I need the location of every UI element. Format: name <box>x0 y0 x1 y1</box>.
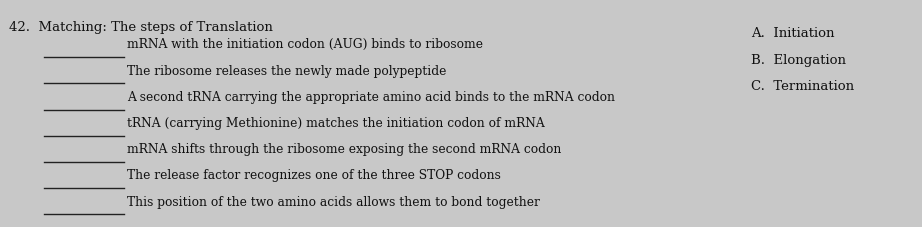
Text: mRNA with the initiation codon (AUG) binds to ribosome: mRNA with the initiation codon (AUG) bin… <box>127 38 483 51</box>
Text: The release factor recognizes one of the three STOP codons: The release factor recognizes one of the… <box>127 169 502 182</box>
Text: C.  Termination: C. Termination <box>751 79 855 92</box>
Text: B.  Elongation: B. Elongation <box>751 53 846 66</box>
Text: A.  Initiation: A. Initiation <box>751 27 835 40</box>
Text: mRNA shifts through the ribosome exposing the second mRNA codon: mRNA shifts through the ribosome exposin… <box>127 143 561 155</box>
Text: This position of the two amino acids allows them to bond together: This position of the two amino acids all… <box>127 195 540 208</box>
Text: A second tRNA carrying the appropriate amino acid binds to the mRNA codon: A second tRNA carrying the appropriate a… <box>127 90 615 103</box>
Text: tRNA (carrying Methionine) matches the initiation codon of mRNA: tRNA (carrying Methionine) matches the i… <box>127 116 545 129</box>
Text: 42.  Matching: The steps of Translation: 42. Matching: The steps of Translation <box>9 20 273 33</box>
Text: The ribosome releases the newly made polypeptide: The ribosome releases the newly made pol… <box>127 64 446 77</box>
